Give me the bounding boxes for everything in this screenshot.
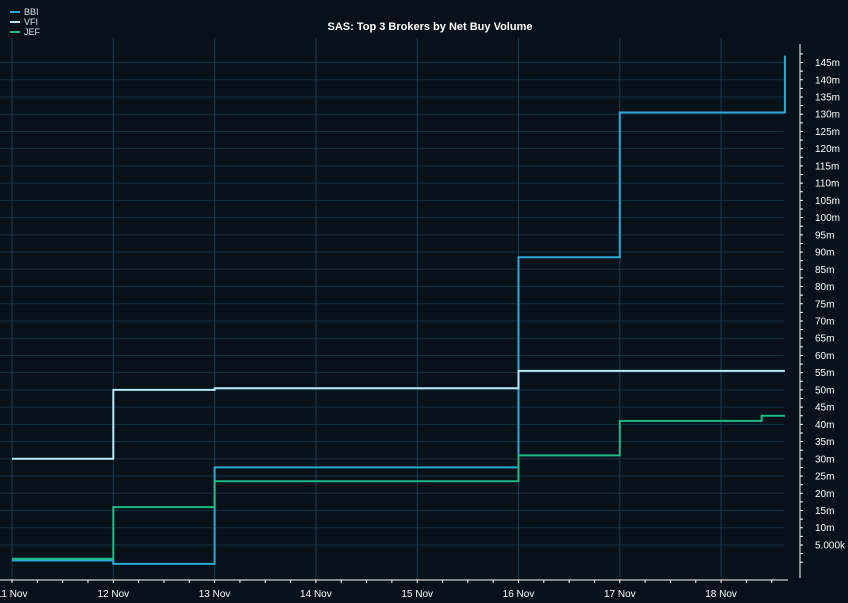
y-tick-label: 60m (815, 351, 834, 362)
y-tick-label: 25m (815, 472, 834, 483)
axes (0, 44, 803, 583)
y-tick-label: 140m (815, 75, 840, 86)
y-tick-label: 75m (815, 299, 834, 310)
legend-label-bbi[interactable]: BBI (24, 7, 39, 17)
x-tick-label: 17 Nov (604, 589, 636, 600)
y-tick-label: 135m (815, 92, 840, 103)
y-tick-label: 70m (815, 316, 834, 327)
x-tick-label: 11 Nov (0, 589, 27, 600)
y-tick-label: 5.000k (815, 540, 846, 551)
y-tick-label: 120m (815, 144, 840, 155)
y-tick-label: 95m (815, 230, 834, 241)
y-tick-label: 130m (815, 110, 840, 121)
y-tick-label: 15m (815, 506, 834, 517)
y-tick-label: 90m (815, 248, 834, 259)
x-tick-label: 13 Nov (199, 589, 231, 600)
tick-labels: 5.000k 10m 15m 20m 25m 30m 35m 40m 45m 50m 55m 60m 6… (0, 58, 846, 600)
y-tick-label: 80m (815, 282, 834, 293)
y-tick-label: 35m (815, 437, 834, 448)
y-tick-label: 50m (815, 385, 834, 396)
x-tick-label: 14 Nov (300, 589, 332, 600)
x-tick-label: 18 Nov (705, 589, 737, 600)
y-tick-label: 110m (815, 179, 839, 190)
y-tick-label: 20m (815, 489, 834, 500)
y-tick-label: 100m (815, 213, 840, 224)
grid (0, 38, 784, 580)
x-tick-label: 12 Nov (97, 589, 129, 600)
y-tick-label: 45m (815, 403, 834, 414)
y-tick-label: 105m (815, 196, 840, 207)
y-tick-label: 85m (815, 265, 834, 276)
y-tick-label: 40m (815, 420, 834, 431)
x-tick-label: 16 Nov (503, 589, 535, 600)
y-tick-label: 145m (815, 58, 840, 69)
y-tick-label: 115m (815, 161, 839, 172)
y-tick-label: 10m (815, 523, 834, 534)
series-lines (12, 55, 786, 565)
series-line-jef (12, 414, 785, 560)
y-tick-label: 30m (815, 454, 834, 465)
y-tick-label: 125m (815, 127, 840, 138)
x-tick-label: 15 Nov (401, 589, 433, 600)
legend-label-jef[interactable]: JEF (24, 27, 41, 37)
series-line-vfi (12, 369, 785, 460)
y-tick-label: 65m (815, 334, 834, 345)
legend-label-vfi[interactable]: VFI (24, 17, 38, 27)
chart-title: SAS: Top 3 Brokers by Net Buy Volume (328, 21, 533, 33)
y-tick-label: 55m (815, 368, 834, 379)
